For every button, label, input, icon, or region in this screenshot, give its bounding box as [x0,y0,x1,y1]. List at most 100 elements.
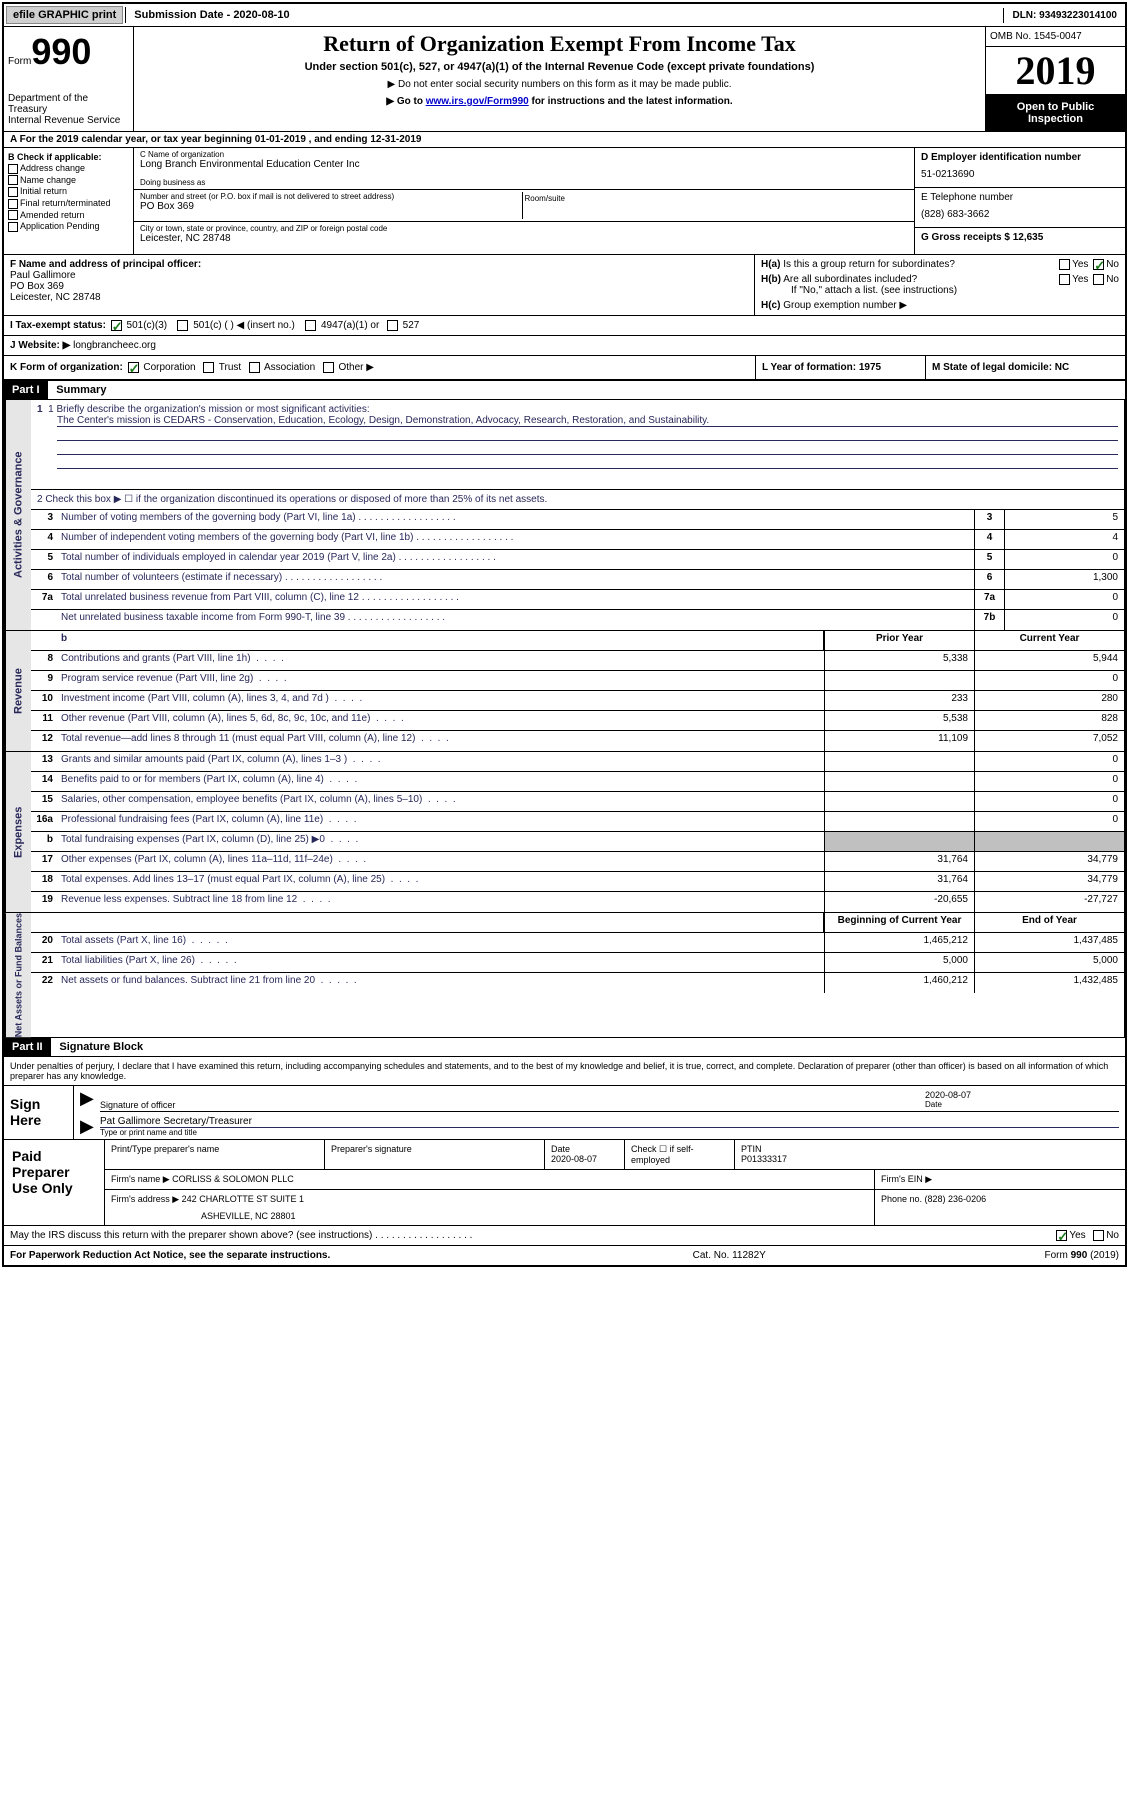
discuss-no[interactable] [1093,1230,1104,1241]
officer-addr1: PO Box 369 [10,281,748,292]
chk-trust[interactable] [203,362,214,373]
ssn-note: ▶ Do not enter social security numbers o… [142,79,977,90]
cat-no: Cat. No. 11282Y [490,1250,970,1261]
col-end: End of Year [974,913,1124,932]
public-inspection: Open to Public Inspection [986,95,1125,131]
table-row: 14Benefits paid to or for members (Part … [31,772,1124,792]
sig-name: Pat Gallimore Secretary/Treasurer [100,1116,1119,1128]
prep-sig-label: Preparer's signature [325,1140,545,1169]
table-row: 4Number of independent voting members of… [31,530,1124,550]
firm-name: CORLISS & SOLOMON PLLC [172,1174,294,1184]
firm-addr1: 242 CHARLOTTE ST SUITE 1 [182,1194,304,1204]
sign-here-section: Sign Here ▶ Signature of officer 2020-08… [4,1085,1125,1139]
firm-addr2: ASHEVILLE, NC 28801 [201,1211,868,1221]
addr-label: Number and street (or P.O. box if mail i… [140,192,522,201]
form-prefix: Form [8,56,31,67]
revenue-table: Revenue b Prior Year Current Year 8Contr… [4,631,1125,752]
sign-here-label: Sign Here [4,1086,74,1139]
net-assets-table: Net Assets or Fund Balances Beginning of… [4,913,1125,1038]
goto-post: for instructions and the latest informat… [529,96,733,107]
chk-amended[interactable] [8,210,18,220]
table-row: bTotal fundraising expenses (Part IX, co… [31,832,1124,852]
website-row: J Website: ▶ longbrancheec.org [4,336,1125,356]
paid-preparer-section: Paid Preparer Use Only Print/Type prepar… [4,1139,1125,1225]
submission-date: Submission Date - 2020-08-10 [125,7,297,23]
side-exp: Expenses [5,752,31,912]
discuss-yes[interactable] [1056,1230,1067,1241]
ha-no[interactable] [1093,259,1104,270]
sig-officer-label: Signature of officer [100,1088,919,1112]
gross-receipts: G Gross receipts $ 12,635 [921,232,1119,243]
org-name: Long Branch Environmental Education Cent… [140,159,908,170]
state-domicile: M State of legal domicile: NC [925,356,1125,379]
table-row: 10Investment income (Part VIII, column (… [31,691,1124,711]
chk-527[interactable] [387,320,398,331]
efile-print-button[interactable]: efile GRAPHIC print [6,6,123,24]
chk-501c[interactable] [177,320,188,331]
part1-title: Summary [50,381,112,399]
table-row: 20Total assets (Part X, line 16) . . . .… [31,933,1124,953]
goto-pre: ▶ Go to [386,96,425,107]
omb-number: OMB No. 1545-0047 [986,27,1125,47]
chk-association[interactable] [249,362,260,373]
table-row: 5Total number of individuals employed in… [31,550,1124,570]
part2-title: Signature Block [53,1038,149,1056]
table-row: 11Other revenue (Part VIII, column (A), … [31,711,1124,731]
hb-no[interactable] [1093,274,1104,285]
table-row: 15Salaries, other compensation, employee… [31,792,1124,812]
firm-addr-label: Firm's address ▶ [111,1194,179,1204]
chk-final-return[interactable] [8,199,18,209]
prep-name-label: Print/Type preparer's name [105,1140,325,1169]
col-prior: Prior Year [824,631,974,650]
table-row: 6Total number of volunteers (estimate if… [31,570,1124,590]
chk-name-change[interactable] [8,175,18,185]
ein-value: 51-0213690 [921,169,1119,180]
paperwork-notice: For Paperwork Reduction Act Notice, see … [10,1250,490,1261]
city-value: Leicester, NC 28748 [140,233,908,244]
arrow-icon: ▶ [80,1088,100,1112]
form-subtitle: Under section 501(c), 527, or 4947(a)(1)… [142,61,977,73]
chk-501c3[interactable] [111,320,122,331]
table-row: 8Contributions and grants (Part VIII, li… [31,651,1124,671]
table-row: Net unrelated business taxable income fr… [31,610,1124,630]
prep-check-label: Check ☐ if self-employed [625,1140,735,1169]
table-row: 17Other expenses (Part IX, column (A), l… [31,852,1124,872]
dln: DLN: 93493223014100 [1003,8,1125,23]
part1-header: Part I [4,381,48,399]
mission: The Center's mission is CEDARS - Conserv… [57,415,1118,427]
c-label: C Name of organization [140,150,908,159]
chk-pending[interactable] [8,222,18,232]
phone-value: (828) 683-3662 [921,209,1119,220]
firm-name-label: Firm's name ▶ [111,1174,170,1184]
table-row: 22Net assets or fund balances. Subtract … [31,973,1124,993]
city-label: City or town, state or province, country… [140,224,908,233]
side-rev: Revenue [5,631,31,751]
firm-phone: Phone no. (828) 236-0206 [875,1190,1125,1225]
chk-other[interactable] [323,362,334,373]
firm-ein-label: Firm's EIN ▶ [875,1170,1125,1189]
activities-governance-table: Activities & Governance 1 1 Briefly desc… [4,400,1125,631]
table-row: 18Total expenses. Add lines 13–17 (must … [31,872,1124,892]
table-row: 12Total revenue—add lines 8 through 11 (… [31,731,1124,751]
chk-4947[interactable] [305,320,316,331]
ptin-label: PTIN [741,1144,1119,1154]
hb-yes[interactable] [1059,274,1070,285]
ptin: P01333317 [741,1154,1119,1164]
phone-label: E Telephone number [921,192,1119,203]
table-row: 3Number of voting members of the governi… [31,510,1124,530]
addr-value: PO Box 369 [140,201,522,212]
chk-initial-return[interactable] [8,187,18,197]
paid-preparer-label: Paid Preparer Use Only [4,1140,104,1225]
table-row: 13Grants and similar amounts paid (Part … [31,752,1124,772]
ha-label: H(a) Is this a group return for subordin… [761,259,955,270]
ha-yes[interactable] [1059,259,1070,270]
chk-address-change[interactable] [8,164,18,174]
irs-link[interactable]: www.irs.gov/Form990 [426,96,529,107]
form-title: Return of Organization Exempt From Incom… [142,31,977,57]
table-row: 9Program service revenue (Part VIII, lin… [31,671,1124,691]
penalty-text: Under penalties of perjury, I declare th… [4,1057,1125,1085]
ein-label: D Employer identification number [921,152,1119,163]
officer-name: Paul Gallimore [10,270,748,281]
tax-exempt-row: I Tax-exempt status: 501(c)(3) 501(c) ( … [4,316,1125,336]
chk-corporation[interactable] [128,362,139,373]
